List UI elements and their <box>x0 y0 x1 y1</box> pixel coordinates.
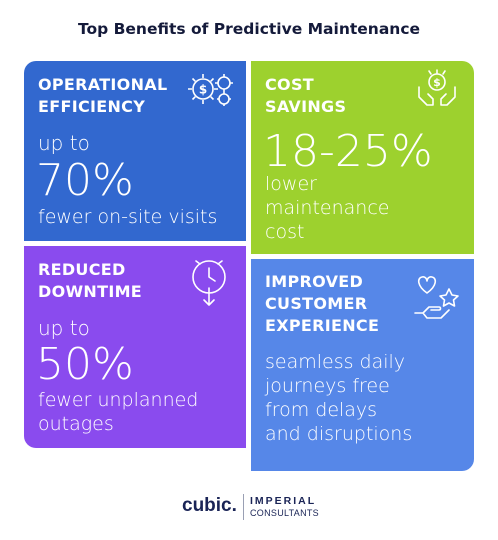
card-heading: IMPROVED CUSTOMER EXPERIENCE <box>265 271 379 337</box>
card-heading-line: EXPERIENCE <box>265 316 380 335</box>
card-heading: REDUCED DOWNTIME <box>38 259 142 303</box>
card-heading-line: OPERATIONAL <box>38 75 168 94</box>
card-operational-efficiency: OPERATIONAL EFFICIENCY $ up to 70% fewer… <box>24 61 246 241</box>
card-heading-line: DOWNTIME <box>38 282 143 301</box>
imperial-logo-line1: IMPERIAL <box>250 495 317 507</box>
card-cost-savings: COST SAVINGS $ 18-25% lower maintenance … <box>251 61 474 254</box>
card-heading: COST SAVINGS <box>265 74 346 118</box>
hands-money-icon: $ <box>418 69 456 106</box>
card-description-line: seamless daily <box>265 351 406 373</box>
card-lead: up to <box>38 131 90 155</box>
gears-dollar-icon: $ <box>188 74 233 106</box>
card-description-line: fewer on-site visits <box>38 206 218 228</box>
svg-text:$: $ <box>199 83 207 97</box>
card-reduced-downtime: REDUCED DOWNTIME up to 50% fewer unplann… <box>24 246 246 448</box>
card-heading-line: SAVINGS <box>265 97 347 116</box>
card-description-line: from delays <box>265 399 378 421</box>
svg-text:$: $ <box>433 76 441 89</box>
card-description: fewer on-site visits <box>38 205 217 229</box>
card-description-line: and disruptions <box>265 423 413 445</box>
heart-star-hand-icon <box>414 276 459 319</box>
card-value: 70% <box>36 155 134 206</box>
card-value: 50% <box>36 339 134 390</box>
card-heading-line: REDUCED <box>38 260 126 279</box>
card-heading-line: CUSTOMER <box>265 294 368 313</box>
card-description-line: fewer unplanned <box>38 389 199 411</box>
card-value: 18-25% <box>263 126 433 177</box>
card-heading-line: EFFICIENCY <box>38 97 146 116</box>
card-description-line: journeys free <box>265 375 390 397</box>
card-lead: up to <box>38 316 90 340</box>
clock-arrow-icon <box>192 260 226 306</box>
card-description-line: outages <box>38 413 114 435</box>
card-heading: OPERATIONAL EFFICIENCY <box>38 74 167 118</box>
logo-divider <box>243 494 244 520</box>
card-heading-line: COST <box>265 75 314 94</box>
card-description-line: cost <box>265 221 305 243</box>
card-description-line: maintenance <box>265 197 390 219</box>
card-description: seamless daily journeys free from delays… <box>265 350 412 446</box>
cubic-logo: cubic. <box>182 495 237 516</box>
card-improved-customer-experience: IMPROVED CUSTOMER EXPERIENCE seamless da… <box>251 259 474 471</box>
card-description-line: lower <box>265 173 317 195</box>
card-description: lower maintenance cost <box>265 172 389 244</box>
page-title: Top Benefits of Predictive Maintenance <box>77 20 421 38</box>
footer: cubic. IMPERIAL CONSULTANTS <box>0 492 498 522</box>
card-heading-line: IMPROVED <box>265 272 364 291</box>
imperial-logo-line2: CONSULTANTS <box>250 508 319 518</box>
card-description: fewer unplanned outages <box>38 388 198 436</box>
